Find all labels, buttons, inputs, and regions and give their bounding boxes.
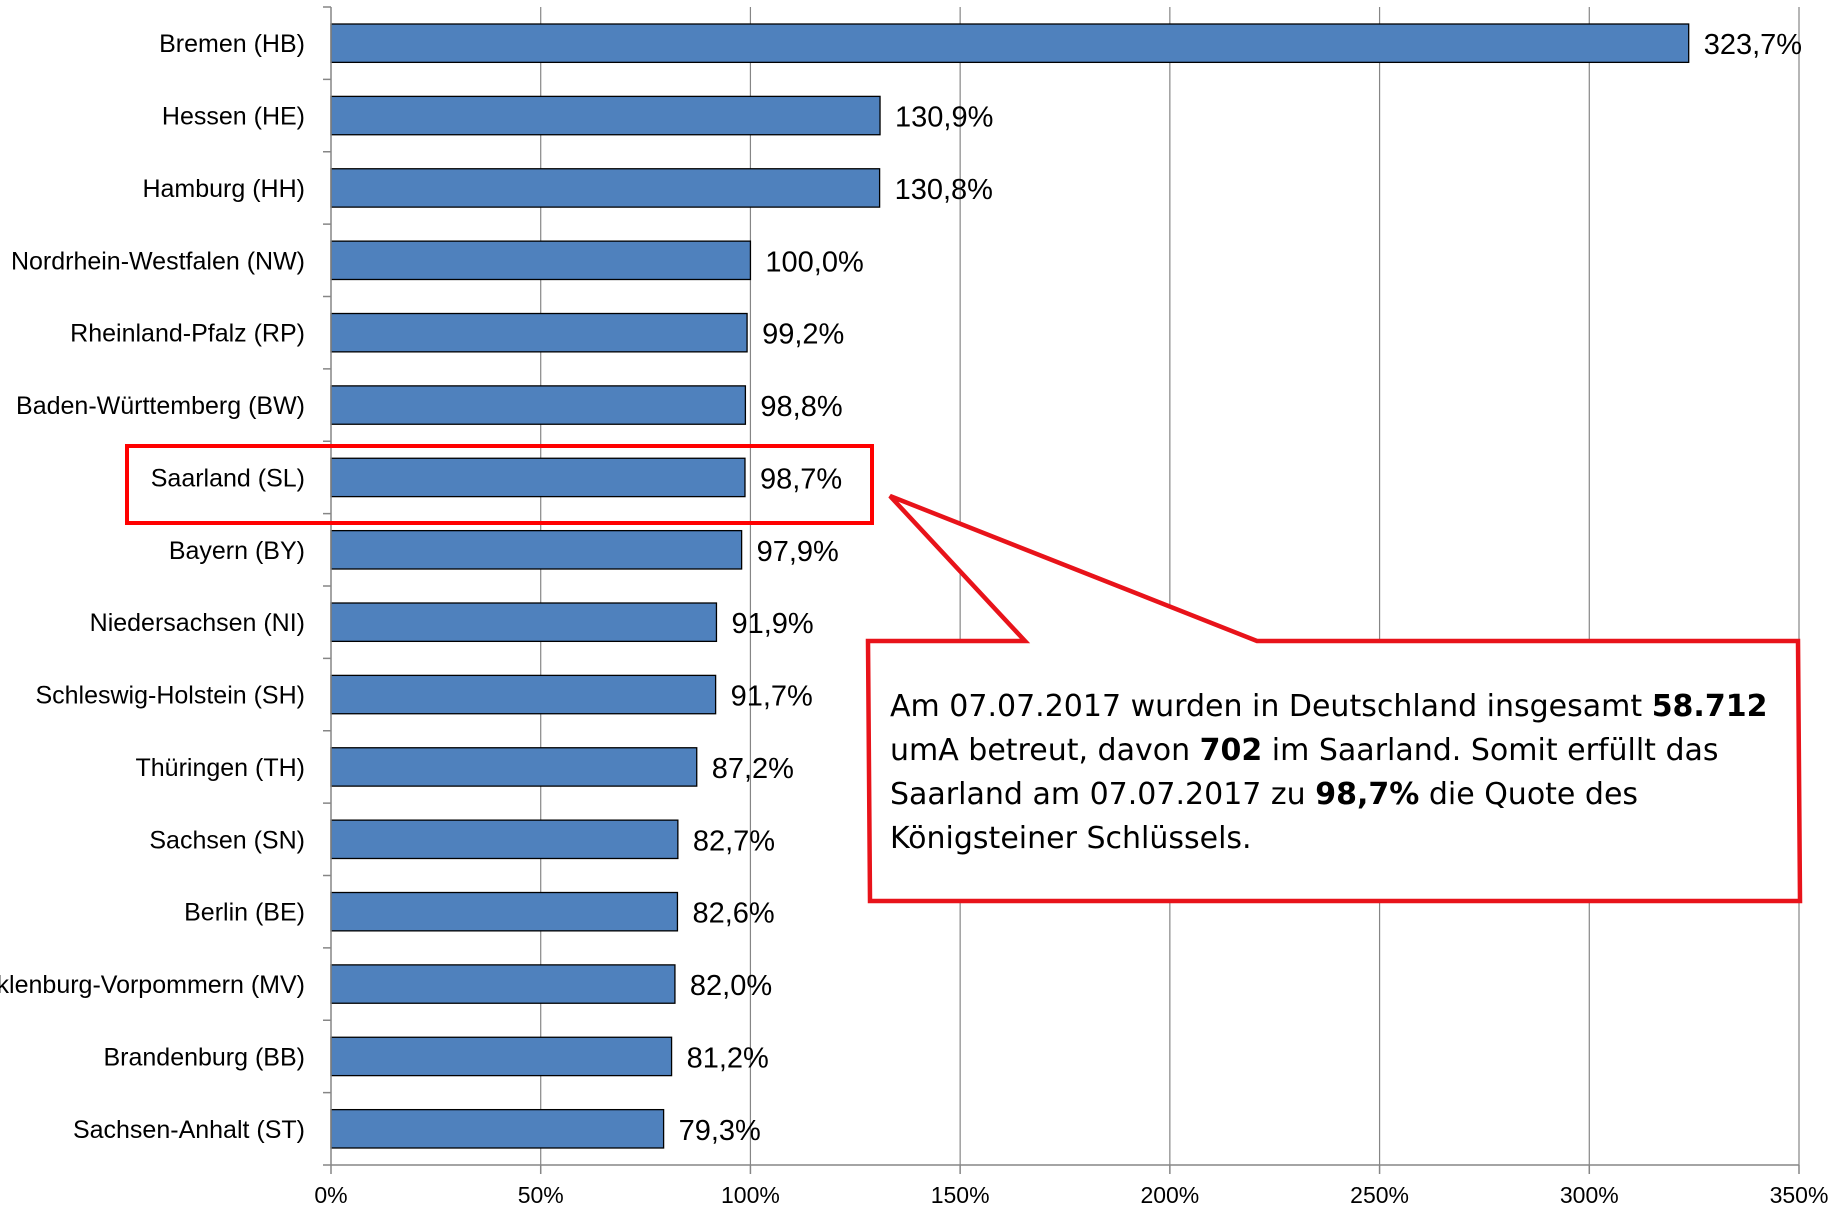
saarland-highlight-box <box>125 444 874 525</box>
category-label: Niedersachsen (NI) <box>90 609 305 637</box>
category-label: Nordrhein-Westfalen (NW) <box>11 247 305 275</box>
bar <box>330 747 698 787</box>
category-label: Baden-Württemberg (BW) <box>16 392 305 420</box>
callout-text-part-2: umA betreut, davon <box>890 733 1200 768</box>
bar <box>330 964 676 1004</box>
category-label: Hamburg (HH) <box>142 175 305 203</box>
callout-quota-percent: 98,7% <box>1315 777 1420 812</box>
callout-total-count: 58.712 <box>1651 689 1768 724</box>
x-tick-label: 100% <box>721 1182 780 1208</box>
category-label: Saarland (SL) <box>151 464 305 492</box>
bar <box>330 457 746 498</box>
axes <box>323 6 1800 1174</box>
bar <box>330 891 679 932</box>
x-tick-label: 150% <box>931 1182 990 1208</box>
bar <box>330 240 752 281</box>
callout-text-part-1: Am 07.07.2017 wurden in Deutschland insg… <box>890 689 1652 724</box>
category-label: Bremen (HB) <box>159 30 305 58</box>
bar <box>330 95 881 136</box>
bar <box>330 312 748 353</box>
value-label: 82,7% <box>693 825 775 857</box>
x-tick-label: 250% <box>1350 1182 1409 1208</box>
value-label: 99,2% <box>762 319 844 351</box>
value-label: 82,0% <box>690 970 772 1002</box>
value-label: 130,8% <box>895 174 993 206</box>
bar <box>330 674 717 715</box>
callout-text-part-3: im Saarland. Somit erfüllt das Saarland … <box>890 733 1719 812</box>
bar <box>330 168 881 208</box>
bars <box>330 23 1690 1149</box>
bar <box>330 602 718 643</box>
value-label: 97,9% <box>757 536 839 568</box>
callout-box <box>865 493 1803 904</box>
value-label: 91,9% <box>731 608 813 640</box>
value-label: 87,2% <box>712 753 794 785</box>
callout-text-part-4: die Quote des Königsteiner Schlüssels. <box>890 777 1639 856</box>
value-label: 91,7% <box>731 681 813 713</box>
category-label: Sachsen (SN) <box>149 826 305 854</box>
category-label: Bayern (BY) <box>169 537 305 565</box>
bar <box>330 23 1690 64</box>
bar <box>330 1036 673 1077</box>
value-label: 130,9% <box>895 102 993 134</box>
value-label: 81,2% <box>687 1042 769 1074</box>
value-label: 98,7% <box>760 463 842 495</box>
value-label: 82,6% <box>692 898 774 930</box>
bar <box>330 529 743 570</box>
category-label: Hessen (HE) <box>162 103 305 131</box>
category-label: Thüringen (TH) <box>136 754 306 782</box>
callout-saarland-count: 702 <box>1199 733 1263 768</box>
x-tick-label: 50% <box>518 1182 564 1208</box>
category-label: Mecklenburg-Vorpommern (MV) <box>0 971 305 999</box>
category-label: Sachsen-Anhalt (ST) <box>73 1116 305 1144</box>
category-label: Berlin (BE) <box>184 899 305 927</box>
category-label: Rheinland-Pfalz (RP) <box>70 320 305 348</box>
callout-text: Am 07.07.2017 wurden in Deutschland insg… <box>890 685 1790 861</box>
x-tick-label: 200% <box>1140 1182 1199 1208</box>
bar <box>330 385 747 425</box>
value-label: 79,3% <box>679 1115 761 1147</box>
value-label: 100,0% <box>765 246 863 278</box>
bar <box>330 819 679 860</box>
value-label: 323,7% <box>1704 29 1802 61</box>
labels: 0% 50% 100% 150% 200% 250% 300% 350% Bremen (HB)… <box>0 29 1828 1208</box>
category-label: Brandenburg (BB) <box>103 1043 305 1071</box>
bar <box>330 1108 665 1149</box>
x-tick-label: 300% <box>1560 1182 1619 1208</box>
value-label: 98,8% <box>760 391 842 423</box>
x-tick-label: 0% <box>314 1182 347 1208</box>
x-tick-label: 350% <box>1770 1182 1829 1208</box>
category-label: Schleswig-Holstein (SH) <box>35 682 305 710</box>
